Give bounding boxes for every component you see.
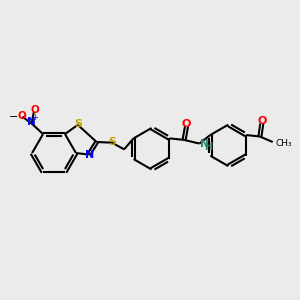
Text: −: −	[9, 112, 19, 122]
Text: O: O	[257, 116, 266, 126]
Text: N: N	[27, 118, 36, 128]
Text: S: S	[108, 137, 116, 147]
Text: O: O	[17, 111, 26, 121]
Text: N: N	[85, 150, 94, 160]
Text: +: +	[31, 113, 38, 122]
Text: N: N	[200, 140, 209, 149]
Text: O: O	[182, 119, 191, 129]
Text: CH₃: CH₃	[275, 139, 292, 148]
Text: O: O	[30, 105, 39, 115]
Text: S: S	[74, 119, 82, 129]
Text: H: H	[205, 142, 213, 152]
